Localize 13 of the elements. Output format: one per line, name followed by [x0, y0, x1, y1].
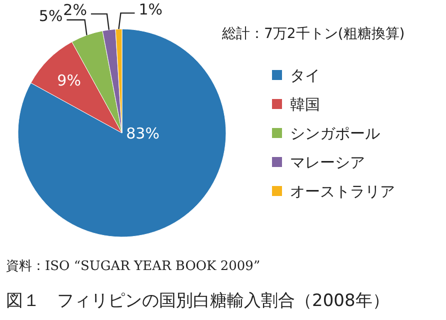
legend-label: マレーシア	[290, 153, 365, 172]
data-label: 1%	[138, 0, 163, 18]
data-label: 5%	[38, 7, 63, 26]
data-label: 2%	[63, 1, 87, 20]
legend-title: 総計：7万2千トン(粗糖換算)	[221, 26, 405, 42]
legend-label: 韓国	[290, 95, 320, 114]
text: 図１ フィリピンの国別白糖輸入割合（2008年）	[6, 291, 390, 311]
legend-label: タイ	[290, 66, 320, 84]
legend-label: オーストラリア	[290, 182, 395, 200]
legend-label: シンガポール	[290, 124, 380, 142]
data-label: 9%	[57, 71, 81, 90]
data-label: 83%	[126, 124, 160, 142]
text: 資料：ISO “SUGAR YEAR BOOK 2009”	[6, 259, 260, 274]
